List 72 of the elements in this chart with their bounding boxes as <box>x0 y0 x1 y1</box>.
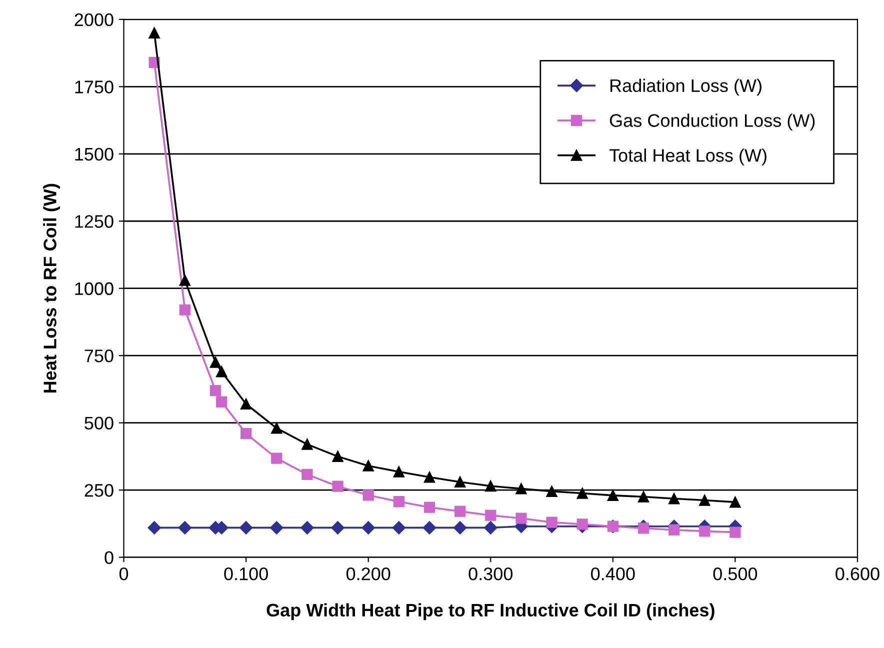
point <box>270 521 284 534</box>
point <box>699 494 710 506</box>
point <box>607 490 618 501</box>
point <box>516 512 527 524</box>
point <box>576 518 588 530</box>
point <box>668 524 680 536</box>
point <box>302 438 313 450</box>
x-tick-label: 0.100 <box>224 567 268 580</box>
point <box>240 398 252 410</box>
x-tick-label: 0.200 <box>346 567 390 580</box>
point <box>546 516 558 528</box>
y-tick-label: 1750 <box>75 80 114 94</box>
legend-label: Radiation Loss (W) <box>610 78 762 96</box>
point <box>422 521 436 534</box>
point <box>546 486 558 497</box>
point <box>271 422 282 434</box>
y-tick-label: 1500 <box>75 148 114 161</box>
point <box>454 476 466 488</box>
point <box>699 526 710 537</box>
x-tick-label: 0.400 <box>591 567 635 580</box>
x-tick-label: 0.500 <box>713 567 758 580</box>
y-tick-label: 250 <box>84 484 114 497</box>
point <box>148 521 161 534</box>
point <box>484 521 498 534</box>
x-axis-title: Gap Width Heat Pipe to RF Inductive Coil ID (inches) <box>266 603 714 620</box>
point <box>454 506 466 517</box>
point <box>240 428 252 440</box>
point <box>638 522 650 534</box>
x-tick-label: 0.600 <box>836 567 880 580</box>
y-tick-label: 2000 <box>74 13 114 26</box>
y-tick-label: 750 <box>84 350 114 362</box>
point <box>271 452 282 464</box>
point <box>331 521 344 534</box>
point <box>178 521 192 534</box>
point <box>300 521 314 534</box>
point <box>393 466 404 478</box>
point <box>362 490 374 501</box>
x-tick-label: 0.300 <box>468 567 513 580</box>
point <box>668 493 680 504</box>
point <box>730 496 741 508</box>
legend-label: Total Heat Loss (W) <box>609 148 766 166</box>
y-axis-title: Heat Loss to RF Coil (W) <box>43 184 60 392</box>
point <box>393 496 404 508</box>
point <box>362 521 375 534</box>
point <box>453 521 467 534</box>
point <box>516 483 527 494</box>
x-tick-label: 0 <box>119 567 128 580</box>
point <box>302 468 313 480</box>
point <box>730 526 741 538</box>
point <box>179 274 190 286</box>
point <box>210 356 222 368</box>
legend-label: Gas Conduction Loss (W) <box>610 114 815 131</box>
point <box>638 491 650 502</box>
point <box>216 366 228 378</box>
point <box>485 480 496 492</box>
point <box>392 521 406 534</box>
point <box>424 502 436 513</box>
point <box>210 384 222 396</box>
y-tick-label: 0 <box>104 551 114 564</box>
point <box>148 27 160 38</box>
point <box>576 488 588 499</box>
point <box>362 460 374 472</box>
point <box>332 480 344 492</box>
y-tick-label: 1000 <box>75 282 114 296</box>
point <box>485 510 496 521</box>
y-tick-label: 1250 <box>75 215 114 228</box>
point <box>332 450 344 462</box>
point <box>239 521 253 534</box>
point <box>216 396 228 408</box>
y-tick-label: 500 <box>84 416 114 430</box>
point <box>424 472 436 483</box>
point <box>179 304 190 316</box>
